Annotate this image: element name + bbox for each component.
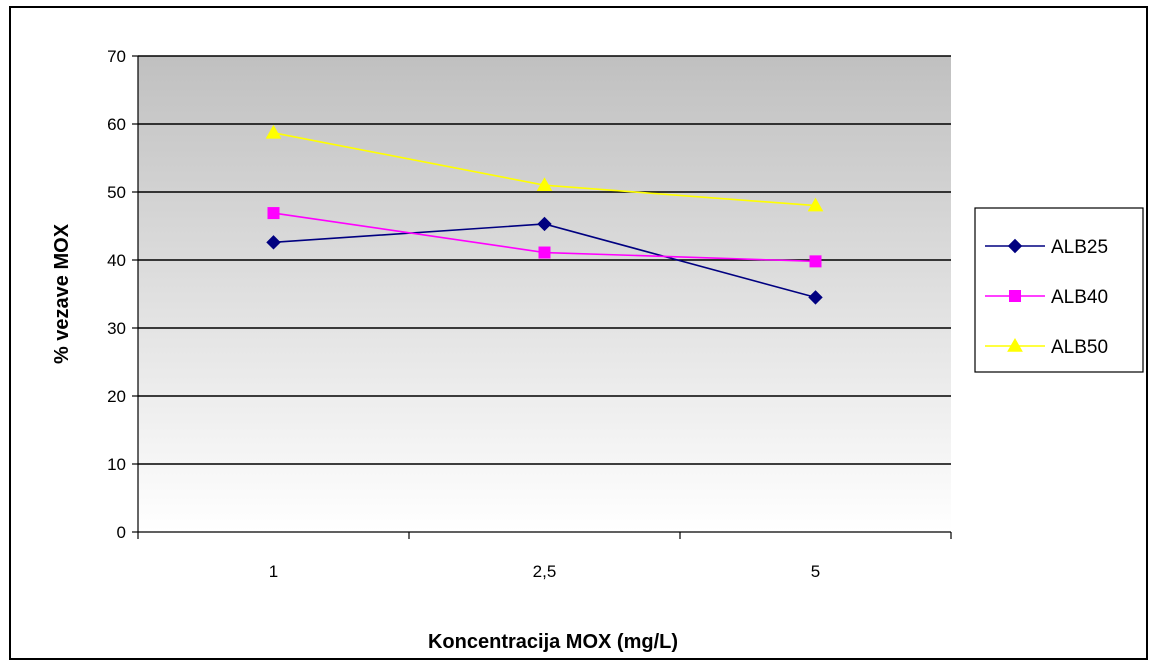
y-tick-label: 10 bbox=[107, 455, 126, 474]
data-point-alb50 bbox=[536, 177, 553, 191]
y-tick-label: 0 bbox=[117, 523, 126, 542]
y-tick-label: 40 bbox=[107, 251, 126, 270]
data-point-alb40 bbox=[538, 246, 551, 259]
data-point-alb40 bbox=[809, 255, 822, 268]
legend-label-alb25: ALB25 bbox=[1051, 237, 1108, 258]
legend-marker-alb50 bbox=[1007, 337, 1023, 352]
y-tick-label: 30 bbox=[107, 319, 126, 338]
legend-marker-alb25 bbox=[1007, 238, 1023, 254]
y-tick-label: 20 bbox=[107, 387, 126, 406]
axes: 0 10 20 30 40 50 60 70 1 2,5 5 bbox=[107, 47, 952, 581]
legend-marker-alb40 bbox=[1009, 290, 1021, 302]
y-tick-label: 50 bbox=[107, 183, 126, 202]
plot-area bbox=[138, 56, 951, 532]
x-tick-label: 5 bbox=[811, 562, 820, 581]
y-tick-label: 60 bbox=[107, 115, 126, 134]
legend-label-alb40: ALB40 bbox=[1051, 287, 1108, 308]
gridlines bbox=[138, 55, 951, 465]
x-tick-label: 2,5 bbox=[533, 562, 557, 581]
legend: ALB25 ALB40 ALB50 bbox=[974, 207, 1144, 373]
series-layer bbox=[265, 124, 824, 305]
y-axis-title: % vezave MOX bbox=[51, 223, 73, 364]
data-point-alb25 bbox=[266, 235, 281, 250]
x-tick-label: 1 bbox=[269, 562, 278, 581]
data-point-alb50 bbox=[807, 197, 824, 212]
y-tick-label: 70 bbox=[107, 47, 126, 66]
x-axis-title: Koncentracija MOX (mg/L) bbox=[428, 631, 678, 653]
legend-label-alb50: ALB50 bbox=[1051, 337, 1108, 358]
data-point-alb50 bbox=[265, 124, 282, 139]
legend-box bbox=[974, 207, 1144, 373]
data-point-alb25 bbox=[537, 216, 552, 232]
data-point-alb25 bbox=[808, 290, 823, 305]
data-point-alb40 bbox=[267, 207, 280, 220]
